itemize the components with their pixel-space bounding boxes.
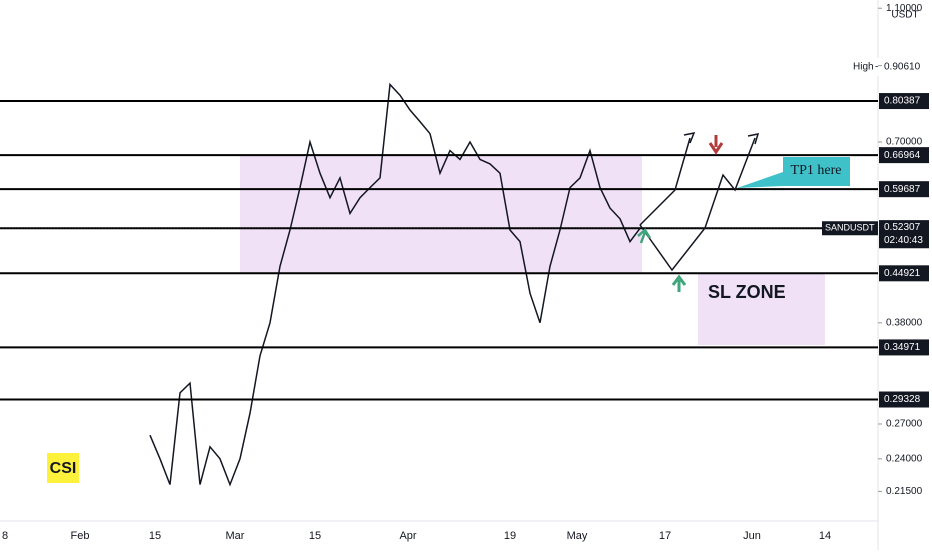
sl-label: SL ZONE xyxy=(708,282,786,302)
arrow-head-1 xyxy=(683,131,696,144)
small-up-arrow xyxy=(637,228,652,244)
level-label-bg xyxy=(879,391,929,408)
projection xyxy=(639,131,760,272)
symbol-label: SANDUSDT xyxy=(825,223,875,233)
level-label: 0.29328 xyxy=(884,394,921,405)
countdown: 02:40:43 xyxy=(884,235,923,246)
badge-bg xyxy=(47,453,79,483)
y-tick-label: 0.21500 xyxy=(886,486,923,497)
level-label: 0.59687 xyxy=(884,184,921,195)
x-tick-label: 15 xyxy=(309,530,321,542)
y-tick-label: 1.10000 xyxy=(886,3,923,14)
level-label-bg xyxy=(879,93,929,110)
arrow-head-2 xyxy=(747,133,760,145)
up-arrow xyxy=(671,274,687,292)
x-tick-label: 19 xyxy=(504,530,516,542)
high-dash: - xyxy=(875,62,878,73)
path-up-1 xyxy=(639,137,691,226)
sl-zone xyxy=(698,273,825,345)
x-tick-label: 14 xyxy=(819,530,831,542)
x-tick-label: Feb xyxy=(71,530,90,542)
high-value: 0.90610 xyxy=(884,62,921,73)
high-label: High xyxy=(853,62,874,73)
y-tick-label: 0.38000 xyxy=(886,317,923,328)
price-line xyxy=(149,82,641,487)
level-label: 0.80387 xyxy=(884,96,921,107)
y-tick-label: 0.70000 xyxy=(886,137,923,148)
level-label: 0.34971 xyxy=(884,342,921,353)
down-arrow xyxy=(708,135,724,155)
y-tick-label: 0.24000 xyxy=(886,453,923,464)
currency: USDT xyxy=(891,10,918,21)
tp-label: TP1 here xyxy=(791,163,842,178)
y-tick-label: 0.27000 xyxy=(886,419,923,430)
marks xyxy=(0,82,878,487)
last-price-bg xyxy=(879,220,929,249)
x-tick-label: Apr xyxy=(399,530,416,542)
x-tick-label: Mar xyxy=(226,530,245,542)
x-tick-label: Jun xyxy=(743,530,761,542)
level-label-bg xyxy=(879,181,929,198)
last-price-label: 0.52307 xyxy=(884,222,921,233)
x-tick-label: 8 xyxy=(2,530,8,542)
x-tick-label: 17 xyxy=(659,530,671,542)
x-tick-label: May xyxy=(567,530,588,542)
x-tick-label: 15 xyxy=(149,530,161,542)
level-label: 0.66964 xyxy=(884,150,921,161)
path-up-2 xyxy=(639,137,756,272)
high-bg xyxy=(848,58,932,76)
symbol-bg xyxy=(822,221,878,236)
tp-callout xyxy=(737,157,850,188)
range-zone xyxy=(240,155,642,273)
level-label-bg xyxy=(879,265,929,282)
level-label: 0.44921 xyxy=(884,268,921,279)
level-label-bg xyxy=(879,339,929,356)
badge: CSI xyxy=(50,460,77,477)
level-label-bg xyxy=(879,147,929,164)
